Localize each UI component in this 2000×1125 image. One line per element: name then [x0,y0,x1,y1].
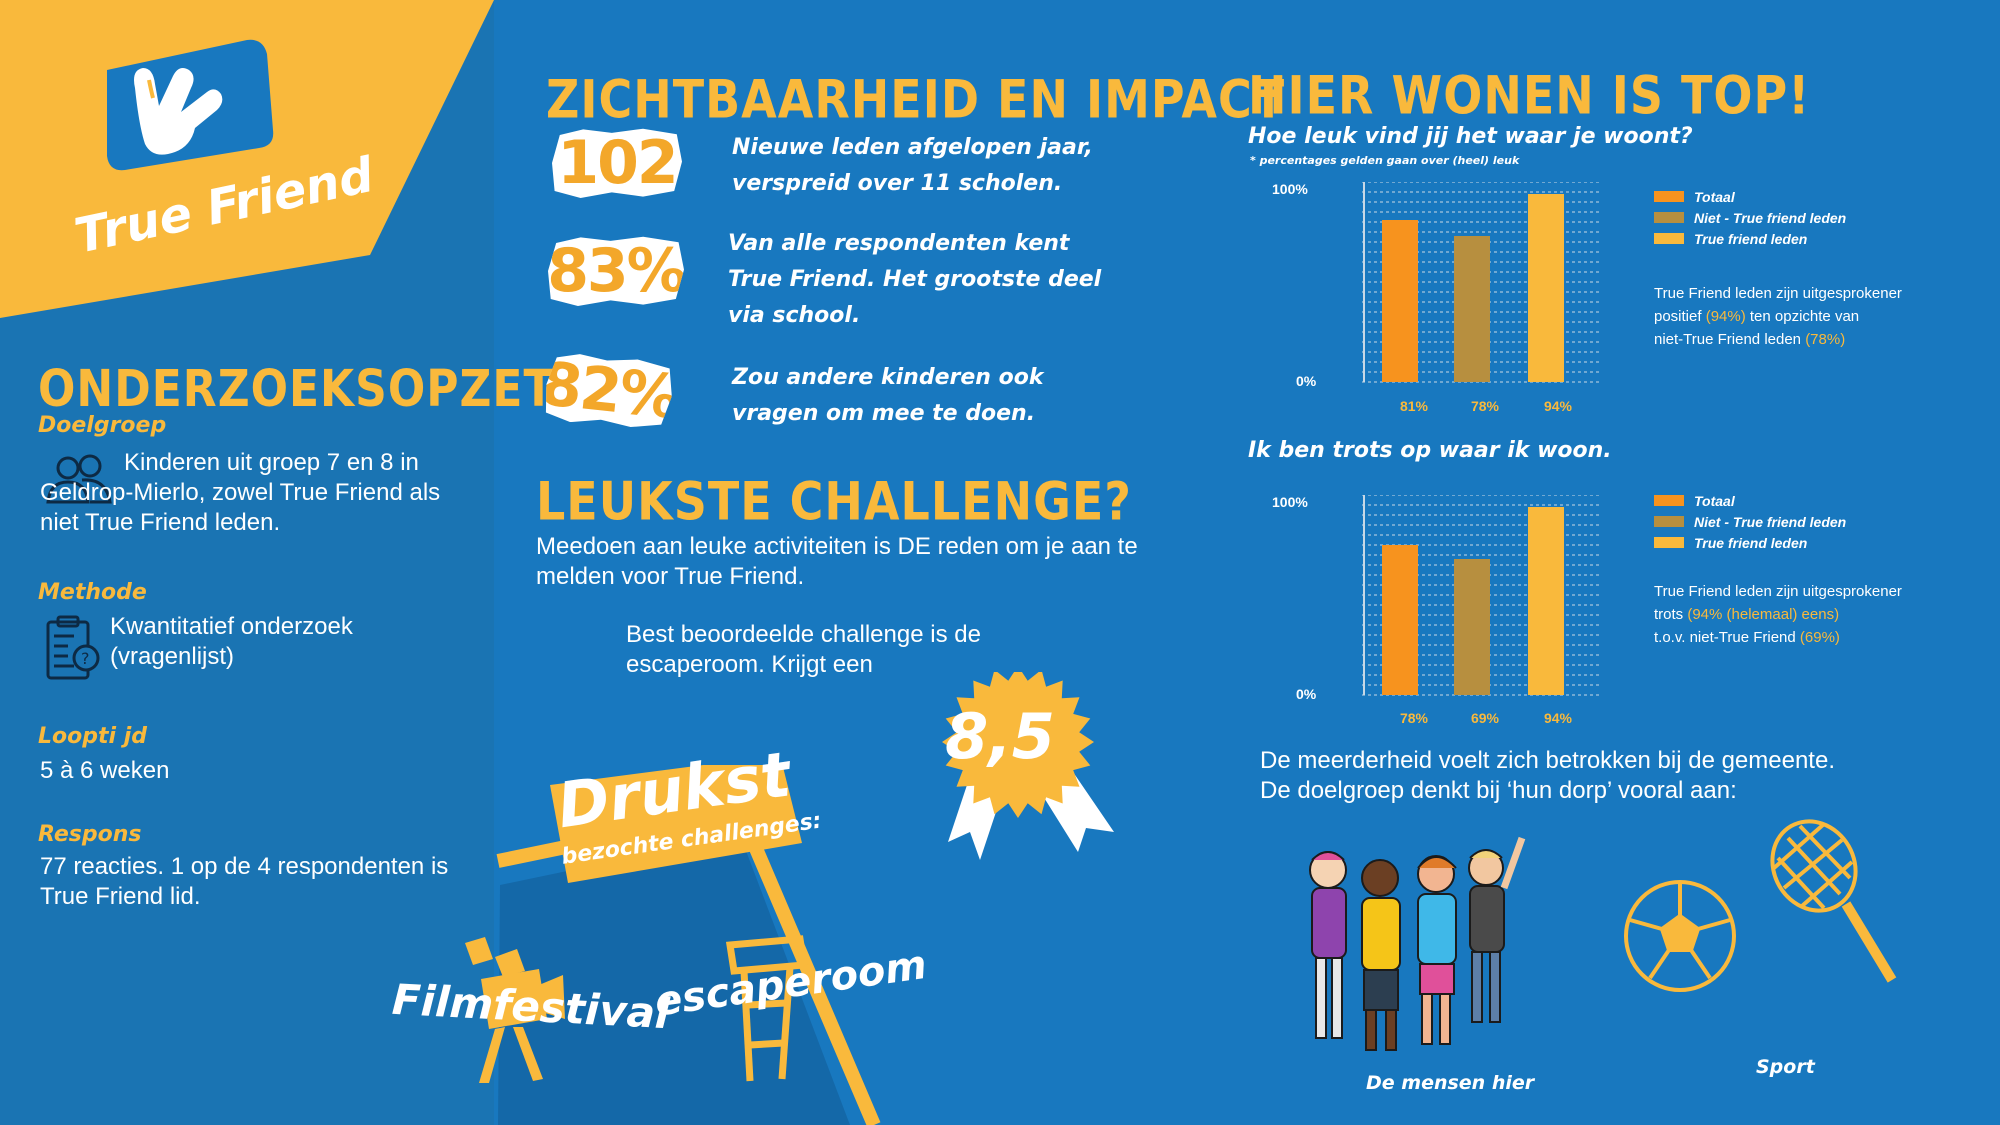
clipboard-icon: ? [46,615,100,680]
chart2-value-label: 94% [1543,710,1573,726]
method-text: Kwantitatief onderzoek (vragenlijst) [110,613,353,670]
sport-label: Sport [1756,1056,1815,1078]
stat-new-members-badge: 102 [552,128,682,198]
chart1-tick-top: 100% [1272,181,1308,197]
chart2-legend: Totaal Niet - True friend leden True fri… [1654,490,1846,553]
stat-recommend-badge: 82% [536,348,682,434]
challenge-title: LEUKSTE CHALLENGE? [536,470,1132,533]
target-text: Kinderen uit groep 7 en 8 in Geldrop-Mie… [40,449,441,536]
bar-2 [1454,236,1490,382]
tennis-racket-icon [1770,819,1897,983]
chart2-tick-bottom: 0% [1296,686,1317,702]
bar-3 [1528,194,1564,382]
escaperoom-icon [725,935,809,1082]
legend-swatch [1654,233,1684,244]
chart2-note: True Friend leden zijn uitgesprokener tr… [1654,583,1902,646]
method-label: Methode [38,580,147,605]
legend-swatch [1654,495,1684,506]
challenge-intro: Meedoen aan leuke activiteiten is DE red… [536,533,1138,590]
bar-1 [1382,220,1418,382]
challenge-score: 8,5 [945,700,1055,773]
living-question-1-note: * percentages gelden gaan over (heel) le… [1250,154,1520,167]
challenge-best: Best beoordeelde challenge is de escaper… [626,621,981,678]
rosette-icon [942,672,1114,860]
stat-known-text: Van alle respondenten kent True Friend. … [728,231,1102,328]
duration-text: 5 à 6 weken [40,757,170,784]
response-label: Respons [38,822,142,847]
legend-swatch [1654,212,1684,223]
chart1-value-label: 78% [1470,398,1500,414]
legend-swatch [1654,516,1684,527]
chart1-legend: Totaal Niet - True friend leden True fri… [1654,186,1846,249]
legend-swatch [1654,537,1684,548]
response-text: 77 reacties. 1 op de 4 respondenten is T… [40,853,449,910]
hand-logo-icon [107,39,274,171]
target-label: Doelgroep [38,413,167,438]
svg-text:?: ? [81,649,90,668]
chart1-value-label: 81% [1399,398,1429,414]
stat-recommend-text: Zou andere kinderen ook vragen om mee te… [732,365,1044,426]
living-question-2: Ik ben trots op waar ik woon. [1248,438,1612,463]
people-illustration-icon [1309,836,1526,1051]
stat-known-badge: 83% [547,236,685,306]
people-label: De mensen hier [1366,1072,1535,1094]
bar-2 [1454,559,1490,695]
chart-proud [1362,495,1602,696]
football-icon [1624,880,1736,992]
bar-1 [1382,545,1418,695]
chart2-value-label: 69% [1470,710,1500,726]
duration-label: Loopti jd [38,724,148,749]
chart2-tick-top: 100% [1272,494,1308,510]
community-text-2: De doelgroep denkt bij ‘hun dorp’ vooral… [1260,777,1737,804]
living-question-1: Hoe leuk vind jij het waar je woont? [1248,124,1693,149]
chart1-tick-bottom: 0% [1296,373,1317,389]
chart1-note: True Friend leden zijn uitgesprokener po… [1654,285,1902,348]
chart2-value-label: 78% [1399,710,1429,726]
community-text-1: De meerderheid voelt zich betrokken bij … [1260,747,1835,774]
legend-swatch [1654,191,1684,202]
living-title: HIER WONEN IS TOP! [1248,64,1811,127]
group-icon [46,454,112,504]
chart1-value-label: 94% [1543,398,1573,414]
visibility-title: ZICHTBAARHEID EN IMPACT [546,68,1286,131]
busiest-frame [496,765,881,1125]
chart-living [1362,182,1602,383]
stat-new-members-text: Nieuwe leden afgelopen jaar, verspreid o… [732,135,1093,196]
research-title: ONDERZOEKSOPZET: [38,360,571,419]
film-camera-icon [465,937,565,1083]
bar-3 [1528,507,1564,695]
